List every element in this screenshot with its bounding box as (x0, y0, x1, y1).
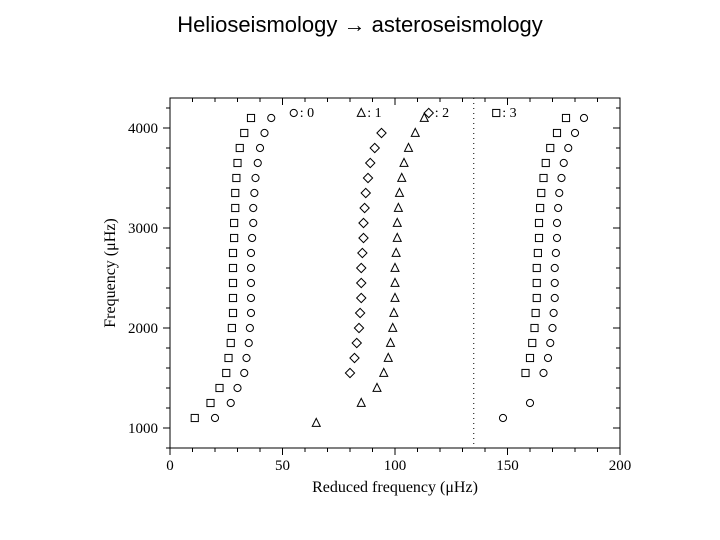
svg-text:: 0: : 0 (300, 106, 314, 121)
title-right: asteroseismology (365, 12, 542, 37)
chart-container: 0 50 100 150 200 1000 2000 3000 4000 Reduced freq… (0, 38, 720, 536)
svg-text:100: 100 (384, 458, 407, 474)
scatter-chart: 0 50 100 150 200 1000 2000 3000 4000 Reduced freq… (0, 38, 720, 536)
svg-text:: 1: : 1 (367, 106, 381, 121)
svg-text:200: 200 (609, 458, 632, 474)
svg-text:50: 50 (275, 458, 290, 474)
svg-text:4000: 4000 (128, 121, 158, 137)
title-left: Helioseismology (177, 12, 343, 37)
svg-text:1000: 1000 (128, 421, 158, 437)
svg-text:: 3: : 3 (502, 106, 516, 121)
svg-text:: 2: : 2 (435, 106, 449, 121)
svg-text:Frequency (μHz): Frequency (μHz) (102, 218, 119, 327)
svg-text:3000: 3000 (128, 221, 158, 237)
svg-text:2000: 2000 (128, 321, 158, 337)
svg-text:0: 0 (166, 458, 174, 474)
page-title: Helioseismology → asteroseismology (0, 0, 720, 38)
svg-text:150: 150 (496, 458, 519, 474)
title-arrow: → (343, 12, 365, 37)
svg-text:Reduced frequency (μHz): Reduced frequency (μHz) (312, 479, 478, 496)
